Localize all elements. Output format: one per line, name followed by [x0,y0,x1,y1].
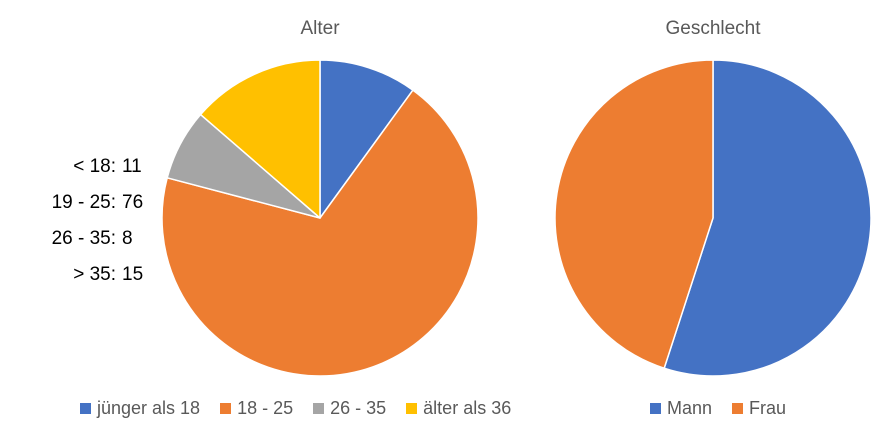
age-count-label: 26 - 35: [51,228,116,249]
pie-slice-18-25 [161,89,479,377]
legend-label: jünger als 18 [97,397,201,418]
age-count-row: 26 - 35: 8 [20,228,160,264]
age-count-value: 76 [122,192,144,213]
pie-chart-geschlecht [554,59,872,377]
pie-slice-aelter-als-36 [199,59,321,219]
legend-swatch [313,402,325,414]
age-count-row: > 35: 15 [20,264,160,300]
age-count-label: 19 - 25: [51,192,116,213]
age-count-label: < 18: [73,156,116,177]
legend-item: älter als 36 [406,398,511,419]
legend-label: 18 - 25 [237,397,294,418]
legend-item: 18 - 25 [220,398,293,419]
legend-swatch [732,402,744,414]
age-count-row: 19 - 25: 76 [20,192,160,228]
legend-swatch [220,402,232,414]
legend-item: 26 - 35 [313,398,386,419]
legend-swatch [650,402,661,414]
legend-label: älter als 36 [423,397,512,418]
age-count-list: < 18: 11 19 - 25: 76 26 - 35: 8 > 35: 15 [20,156,160,300]
chart-title-geschlecht: Geschlecht [665,18,761,39]
pie-slice-frau [554,59,714,370]
legend-swatch [80,402,91,414]
legend-alter: jünger als 18 18 - 25 26 - 35 älter als … [80,396,531,420]
legend-item: Frau [732,398,786,419]
chart-title-alter: Alter [300,18,340,39]
age-count-label: > 35: [73,264,116,285]
pie-chart-alter [161,59,479,377]
age-count-value: 8 [122,228,133,249]
legend-item: Mann [650,398,712,419]
legend-geschlecht: Mann Frau [650,396,806,420]
legend-swatch [406,402,418,414]
pie-slice-mann [663,59,872,377]
legend-label: Mann [667,397,713,418]
legend-item: jünger als 18 [80,398,200,419]
age-count-value: 11 [122,156,142,177]
legend-label: Frau [749,397,787,418]
age-count-row: < 18: 11 [20,156,160,192]
pie-slice-juenger-als-18 [319,59,414,219]
age-count-value: 15 [122,264,144,285]
legend-label: 26 - 35 [330,397,387,418]
